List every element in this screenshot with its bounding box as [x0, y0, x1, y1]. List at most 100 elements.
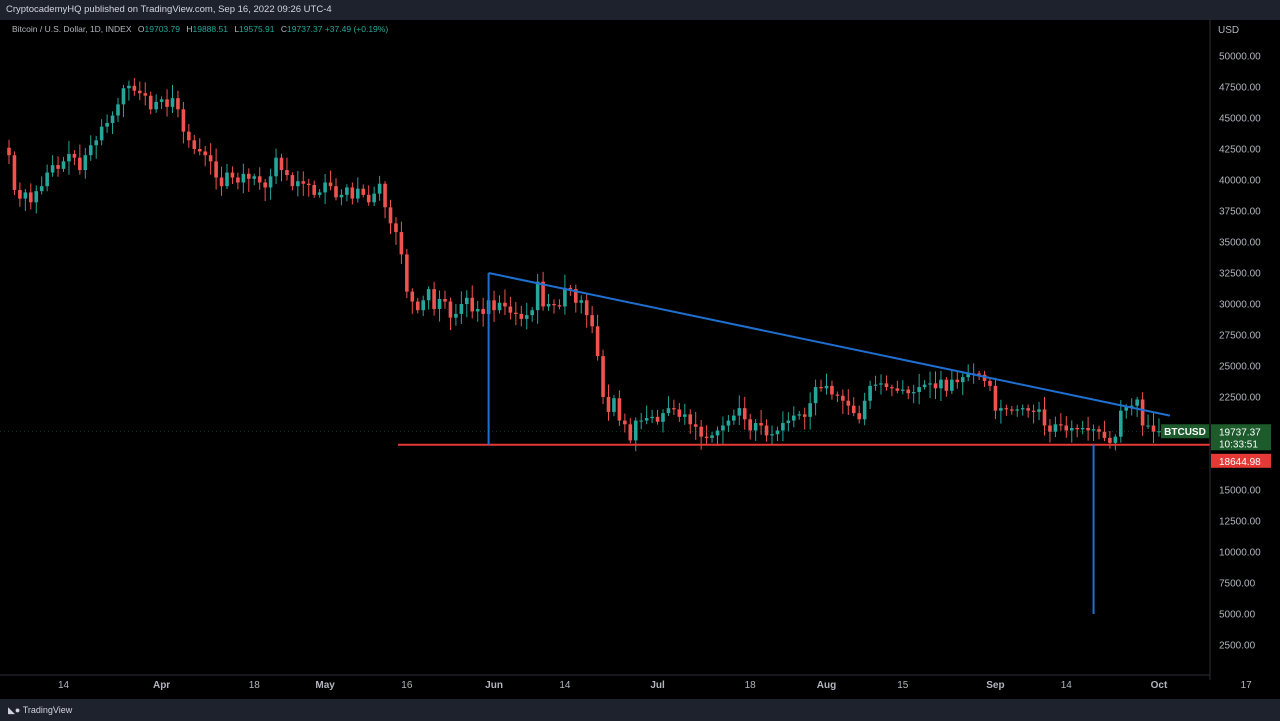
y-tick-label: 32500.00	[1219, 269, 1261, 280]
candle-body	[1037, 409, 1041, 412]
candle-body	[197, 149, 202, 152]
y-tick-label: 15000.00	[1219, 486, 1261, 497]
candle-body	[950, 379, 954, 391]
candle-body	[759, 423, 763, 426]
candle-body	[154, 101, 158, 110]
candle-body	[192, 140, 197, 149]
candle-body	[443, 299, 447, 302]
candle-body	[252, 176, 257, 179]
close-value: 19737.37	[287, 24, 323, 34]
candle-body	[1102, 431, 1107, 438]
x-tick-label: Aug	[817, 680, 836, 691]
candle-body	[1042, 409, 1047, 426]
candle-body	[1026, 408, 1030, 411]
low-label: L	[234, 24, 240, 34]
candle-body	[236, 177, 240, 183]
candle-body	[1091, 429, 1096, 431]
candle-body	[846, 400, 851, 406]
countdown-value: 10:33:51	[1219, 439, 1258, 450]
candle-body	[121, 88, 126, 105]
candle-body	[72, 153, 77, 158]
candle-body	[421, 300, 425, 311]
x-axis: 14 Apr 18 May 16 Jun 14 Jul 18 Aug 15 Sep 14 Oct 17	[0, 674, 1252, 691]
candle-body	[955, 379, 960, 383]
candle-body	[203, 151, 207, 156]
publisher-bar: CryptocademyHQ published on TradingView.…	[0, 0, 1280, 20]
candle-body	[88, 145, 93, 156]
x-tick-label: Apr	[153, 680, 170, 691]
candle-body	[873, 384, 878, 386]
candle-body	[841, 395, 845, 401]
candle-body	[225, 172, 229, 187]
y-tick-label: 2500.00	[1219, 641, 1256, 652]
candle-body	[334, 186, 338, 198]
candle-body	[492, 300, 496, 311]
candle-body	[928, 383, 932, 385]
candle-body	[317, 192, 322, 195]
candle-body	[67, 153, 71, 162]
candle-body	[623, 420, 627, 425]
candle-body	[672, 408, 676, 410]
candle-body	[677, 409, 682, 417]
candle-body	[159, 99, 164, 102]
candle-body	[1157, 431, 1161, 433]
candle-body	[906, 389, 911, 394]
candle-body	[306, 183, 311, 185]
candle-body	[830, 385, 834, 395]
candle-body	[568, 287, 573, 290]
candle-body	[977, 373, 981, 375]
x-tick-label: 14	[58, 680, 70, 691]
candle-body	[503, 302, 507, 307]
candle-body	[437, 299, 442, 309]
y-tick-label: 47500.00	[1219, 83, 1261, 94]
candle-body	[290, 175, 295, 187]
candle-body	[655, 416, 660, 422]
candle-body	[813, 387, 818, 404]
candle-body	[148, 95, 153, 110]
candle-body	[1124, 406, 1129, 411]
candle-body	[993, 385, 998, 411]
candle-body	[399, 232, 404, 255]
candle-body	[868, 385, 872, 401]
candle-body	[181, 109, 186, 132]
publisher-text: CryptocademyHQ published on TradingView.…	[6, 4, 332, 15]
candle-body	[296, 181, 300, 187]
candle-body	[595, 326, 600, 357]
candle-body	[61, 161, 66, 169]
candle-body	[241, 173, 246, 183]
candle-body	[1015, 409, 1020, 411]
candle-body	[1140, 399, 1145, 426]
candle-body	[116, 104, 120, 116]
candle-body	[208, 155, 213, 162]
y-tick-label: 30000.00	[1219, 300, 1261, 311]
candle-body	[901, 389, 905, 391]
candle-body	[606, 397, 611, 412]
candle-body	[644, 418, 649, 421]
x-tick-label: Jun	[485, 680, 503, 691]
open-value: 19703.79	[144, 24, 180, 34]
high-value: 19888.51	[192, 24, 228, 34]
price-chart[interactable]: USD 2500.00 5000.00 7500.00 10000.00 12500.00…	[0, 20, 1280, 699]
y-axis: USD 2500.00 5000.00 7500.00 10000.00 12500.00…	[1161, 20, 1271, 680]
y-tick-label: 45000.00	[1219, 114, 1261, 125]
candle-body	[1004, 408, 1009, 410]
support-price-tag-bg	[1211, 453, 1271, 468]
change-value: +37.49 (+0.19%)	[324, 24, 389, 34]
candle-body	[45, 172, 49, 187]
candle-body	[988, 380, 992, 386]
x-tick-label: 16	[401, 680, 413, 691]
candle-body	[612, 398, 616, 412]
x-tick-label: Sep	[986, 680, 1004, 691]
candle-body	[688, 414, 693, 425]
y-tick-label: 37500.00	[1219, 207, 1261, 218]
candle-body	[23, 192, 28, 199]
candle-body	[361, 188, 366, 195]
candle-body	[808, 403, 812, 417]
candle-body	[1048, 425, 1052, 432]
candle-body	[263, 182, 267, 188]
candle-body	[410, 291, 415, 302]
candle-body	[138, 90, 142, 94]
candle-body	[514, 312, 518, 314]
candle-body	[339, 194, 344, 198]
candle-body	[944, 379, 949, 391]
